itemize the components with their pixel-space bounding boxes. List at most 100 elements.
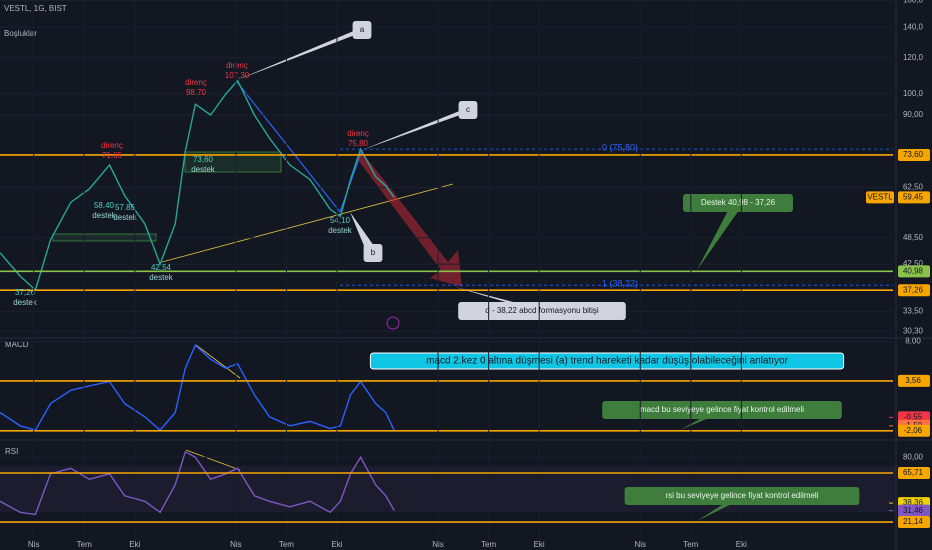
support-zone	[184, 151, 282, 173]
price-tag	[898, 466, 930, 479]
point-label: direnç	[347, 129, 369, 138]
x-tick-label: Eki	[331, 540, 342, 549]
annotation-text: rsi bu seviyeye gelince fiyat kontrol ed…	[666, 491, 819, 500]
point-label: 54,10	[330, 216, 351, 225]
annotation-box	[683, 194, 793, 212]
chart-title: VESTL, 1G, BIST	[4, 4, 67, 13]
price-tag-label: 65,71	[903, 468, 924, 477]
y-tick-label: 160,0	[903, 0, 924, 5]
trend-line	[236, 81, 341, 213]
price-tag-label: 59,45	[903, 192, 924, 201]
y-tick-label: 62,50	[903, 183, 924, 192]
fib-label: 1 (38,22)	[602, 279, 638, 289]
x-tick-label: Nis	[432, 540, 444, 549]
price-tag-label: 31,46	[903, 506, 924, 515]
annotation-box	[602, 401, 842, 419]
price-tag	[898, 424, 930, 437]
point-label: 107,30	[225, 71, 250, 80]
y-tick-label: 42,50	[903, 259, 924, 268]
series-line	[0, 79, 395, 292]
y-tick-label: 120,0	[903, 53, 924, 62]
x-tick-label: Tem	[481, 540, 496, 549]
point-label: 42,54	[151, 263, 172, 272]
x-tick-label: Eki	[534, 540, 545, 549]
point-label: destek	[113, 213, 138, 222]
y-tick-label: 90,00	[903, 110, 924, 119]
price-tag-label: 3,56	[905, 376, 921, 385]
price-tag	[898, 265, 930, 278]
annotation-text: macd 2.kez 0 altına düşmesi (a) trend ha…	[426, 356, 789, 367]
panel-title: MACD	[5, 340, 29, 349]
annotation-text: b	[371, 248, 376, 257]
y-tick-label: 100,0	[903, 89, 924, 98]
x-tick-label: Eki	[129, 540, 140, 549]
x-tick-label: Nis	[230, 540, 242, 549]
callout-pointer	[350, 212, 379, 253]
callout-pointer	[362, 110, 474, 150]
x-tick-label: Tem	[279, 540, 294, 549]
x-tick-label: Tem	[77, 540, 92, 549]
price-tag-label: 40,98	[903, 266, 924, 275]
series-line	[0, 450, 395, 516]
price-tag-label: 21,14	[903, 517, 924, 526]
point-label: destek	[13, 298, 38, 307]
y-tick-label: 80,00	[903, 452, 924, 461]
series-line	[0, 343, 395, 432]
price-tag	[898, 516, 930, 529]
annotation-text: Destek 40,98 - 37,26	[701, 198, 776, 207]
point-label: destek	[191, 165, 216, 174]
x-tick-label: Nis	[634, 540, 646, 549]
annotation-box	[458, 101, 478, 119]
chart-subtitle: Boşluklar	[4, 29, 37, 38]
point-label: 37,26	[15, 288, 36, 297]
callout-pointer	[697, 203, 744, 270]
annotation-text: d - 38,22 abcd formasyonu bitişi	[485, 306, 599, 315]
x-tick-label: Tem	[683, 540, 698, 549]
price-tag	[898, 191, 930, 204]
y-tick-label: 30,30	[903, 326, 924, 335]
trend-line	[161, 183, 454, 263]
target-arrow	[358, 152, 462, 287]
point-label: 58.40	[94, 201, 115, 210]
point-label: 73,60	[193, 155, 214, 164]
point-label: direnç	[185, 78, 207, 87]
annotation-text: a	[360, 25, 365, 34]
x-tick-label: Nis	[28, 540, 40, 549]
price-tag	[898, 148, 930, 161]
annotation-text: macd bu seviyeye gelince fiyat kontrol e…	[640, 405, 804, 414]
event-icon[interactable]	[386, 316, 400, 330]
price-tag-label: -2,06	[904, 426, 923, 435]
annotation-box	[458, 302, 626, 320]
price-tag-label: 37,26	[903, 285, 924, 294]
trend-line	[185, 449, 241, 471]
fib-label: 0 (75,80)	[602, 142, 638, 152]
symbol-tag	[866, 191, 894, 204]
annotation-box	[363, 244, 383, 262]
price-tag	[898, 504, 930, 517]
price-tag-label: 38,36	[903, 498, 924, 507]
trend-line	[195, 344, 241, 379]
y-tick-label: 8,00	[905, 337, 921, 346]
y-tick-label: 33,50	[903, 306, 924, 315]
point-label: 57.85	[115, 203, 136, 212]
y-tick-label: 140,0	[903, 22, 924, 31]
price-tag	[898, 284, 930, 297]
y-tick-label: 48,50	[903, 233, 924, 242]
point-label: 75,80	[348, 139, 369, 148]
price-tag-label: 73,60	[903, 150, 924, 159]
annotation-text: c	[466, 105, 470, 114]
point-label: 71,65	[102, 151, 123, 160]
point-label: destek	[328, 226, 353, 235]
annotation-box	[352, 21, 372, 39]
point-label: destek	[149, 273, 174, 282]
annotation-box	[624, 487, 860, 505]
price-tag	[898, 374, 930, 387]
callout-pointer	[237, 30, 368, 80]
symbol-tag-label: VESTL	[867, 192, 893, 201]
point-label: 98.70	[186, 88, 207, 97]
point-label: direnç	[101, 141, 123, 150]
panel-title: RSI	[5, 447, 18, 456]
price-tag-label: -0,55	[904, 412, 923, 421]
